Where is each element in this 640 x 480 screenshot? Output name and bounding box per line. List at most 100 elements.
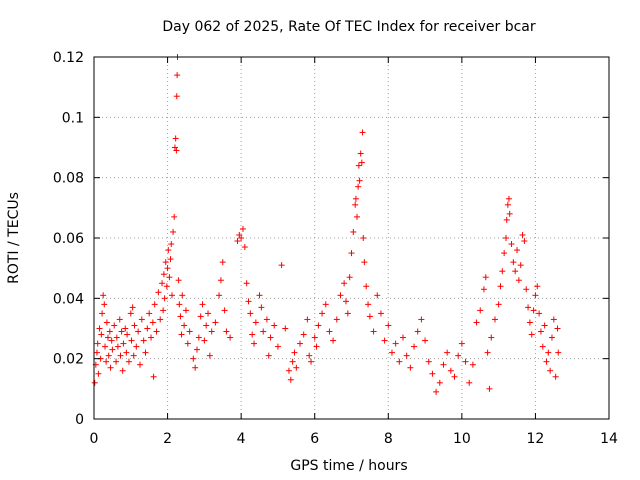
data-point bbox=[278, 262, 285, 269]
data-point bbox=[344, 310, 351, 317]
data-point bbox=[109, 346, 116, 353]
data-point bbox=[129, 304, 136, 311]
data-point bbox=[208, 328, 215, 335]
data-point bbox=[101, 301, 108, 308]
data-point bbox=[170, 228, 177, 235]
data-point bbox=[499, 268, 506, 275]
data-point bbox=[392, 340, 399, 347]
data-point bbox=[241, 244, 248, 251]
data-point bbox=[190, 355, 197, 362]
data-point bbox=[403, 352, 410, 359]
data-point bbox=[131, 322, 138, 329]
data-point bbox=[144, 325, 151, 332]
data-point bbox=[337, 292, 344, 299]
data-point bbox=[480, 286, 487, 293]
data-point bbox=[285, 367, 292, 374]
data-point bbox=[153, 328, 160, 335]
x-tick-label: 10 bbox=[453, 431, 471, 447]
y-axis-label: ROTI / TECUs bbox=[6, 192, 22, 284]
data-point bbox=[440, 361, 447, 368]
data-point bbox=[530, 307, 537, 314]
data-point bbox=[501, 250, 508, 257]
data-point bbox=[289, 358, 296, 365]
data-point bbox=[116, 316, 123, 323]
data-point bbox=[150, 373, 157, 380]
x-tick-label: 12 bbox=[527, 431, 545, 447]
data-point bbox=[260, 328, 267, 335]
y-tick-label: 0.08 bbox=[53, 171, 84, 187]
data-point bbox=[436, 379, 443, 386]
data-point bbox=[176, 301, 183, 308]
data-point bbox=[503, 216, 510, 223]
data-point bbox=[541, 322, 548, 329]
data-point bbox=[552, 373, 559, 380]
data-point bbox=[107, 364, 114, 371]
data-point bbox=[388, 349, 395, 356]
data-point bbox=[444, 349, 451, 356]
data-point bbox=[458, 340, 465, 347]
y-tick-label: 0 bbox=[75, 412, 84, 428]
x-tick-label: 2 bbox=[163, 431, 172, 447]
data-point bbox=[536, 310, 543, 317]
data-point bbox=[111, 322, 118, 329]
data-point bbox=[179, 292, 186, 299]
data-point bbox=[123, 349, 130, 356]
data-point bbox=[523, 286, 530, 293]
data-point bbox=[197, 313, 204, 320]
data-point bbox=[163, 283, 170, 290]
data-point bbox=[326, 328, 333, 335]
data-point bbox=[172, 135, 179, 142]
data-point bbox=[175, 277, 182, 284]
data-point bbox=[291, 349, 298, 356]
data-point bbox=[161, 295, 168, 302]
data-point bbox=[366, 313, 373, 320]
data-point bbox=[333, 316, 340, 323]
data-point bbox=[429, 370, 436, 377]
data-point bbox=[526, 319, 533, 326]
x-tick-label: 14 bbox=[600, 431, 618, 447]
plot-frame bbox=[93, 56, 610, 420]
data-point bbox=[245, 298, 252, 305]
data-point bbox=[313, 343, 320, 350]
data-point bbox=[138, 316, 145, 323]
data-point bbox=[127, 310, 134, 317]
data-point bbox=[512, 268, 519, 275]
data-point bbox=[171, 213, 178, 220]
data-point bbox=[411, 343, 418, 350]
data-point bbox=[263, 316, 270, 323]
data-point bbox=[103, 319, 110, 326]
data-point bbox=[108, 337, 115, 344]
data-point bbox=[159, 280, 166, 287]
data-point bbox=[484, 349, 491, 356]
data-point bbox=[508, 241, 515, 248]
data-point bbox=[271, 322, 278, 329]
data-point bbox=[365, 301, 372, 308]
data-point bbox=[358, 159, 365, 166]
data-point bbox=[363, 283, 370, 290]
data-point bbox=[216, 292, 223, 299]
data-point bbox=[219, 259, 226, 266]
data-point bbox=[377, 310, 384, 317]
data-point bbox=[322, 301, 329, 308]
data-point bbox=[104, 334, 111, 341]
data-point bbox=[258, 304, 265, 311]
data-point bbox=[300, 331, 307, 338]
data-point bbox=[182, 307, 189, 314]
data-point bbox=[488, 334, 495, 341]
data-point bbox=[217, 277, 224, 284]
data-point bbox=[146, 310, 153, 317]
data-point bbox=[122, 325, 129, 332]
data-point bbox=[227, 334, 234, 341]
data-point bbox=[98, 331, 105, 338]
data-point bbox=[342, 298, 349, 305]
data-point bbox=[505, 195, 512, 202]
data-point bbox=[495, 301, 502, 308]
data-point bbox=[142, 349, 149, 356]
x-tick-label: 8 bbox=[384, 431, 393, 447]
data-point bbox=[311, 334, 318, 341]
data-point bbox=[422, 337, 429, 344]
data-point bbox=[238, 235, 245, 241]
data-point bbox=[525, 304, 532, 311]
data-point bbox=[199, 301, 206, 308]
data-point bbox=[267, 334, 274, 341]
